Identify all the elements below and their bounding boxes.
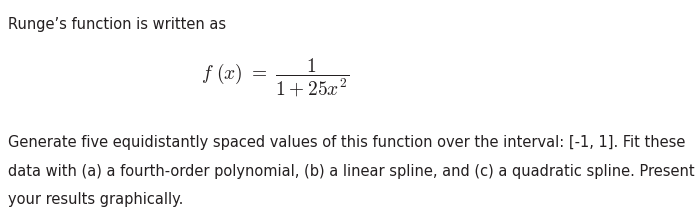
Text: data with (a) a fourth-order polynomial, (b) a linear spline, and (c) a quadrati: data with (a) a fourth-order polynomial,… xyxy=(8,164,694,179)
Text: your results graphically.: your results graphically. xyxy=(8,192,183,207)
Text: Generate five equidistantly spaced values of this function over the interval: [-: Generate five equidistantly spaced value… xyxy=(8,135,685,151)
Text: $f\ (x)\ =\ \dfrac{1}{1+25x^2}$: $f\ (x)\ =\ \dfrac{1}{1+25x^2}$ xyxy=(200,56,349,99)
Text: Runge’s function is written as: Runge’s function is written as xyxy=(8,17,226,32)
